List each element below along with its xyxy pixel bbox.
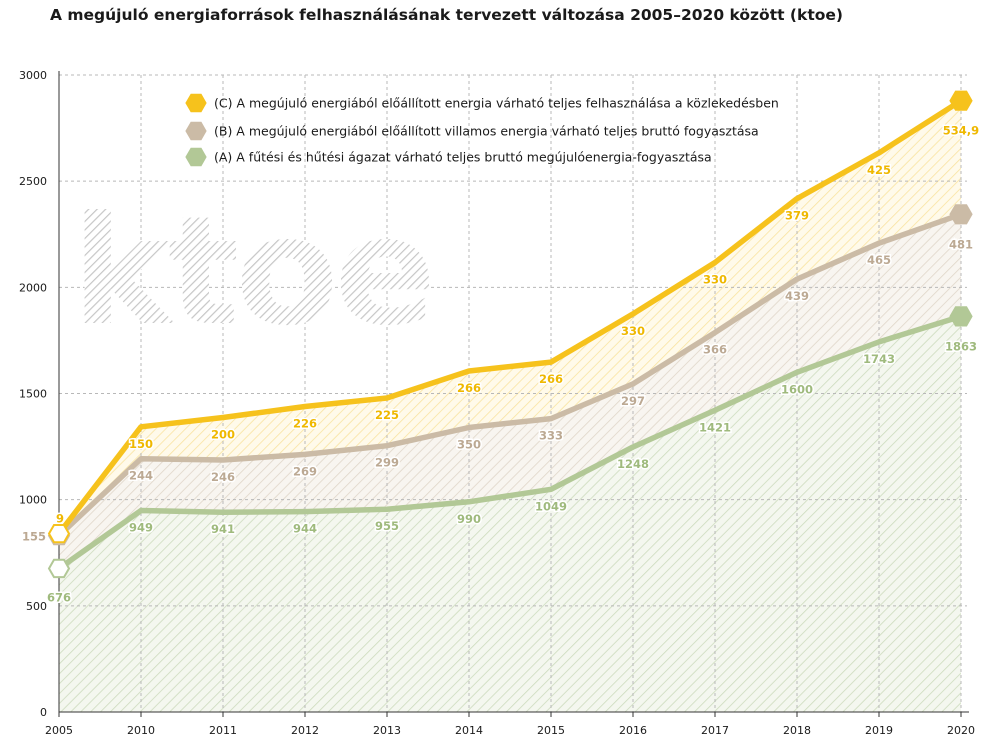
y-tick-label: 1000 (19, 494, 47, 507)
data-label-B: 350 (457, 437, 481, 451)
data-label-C: 266 (539, 372, 563, 386)
x-tick-label: 2019 (865, 724, 893, 737)
data-label-B: 366 (703, 343, 727, 357)
y-tick-label: 0 (40, 706, 47, 719)
x-tick-label: 2018 (783, 724, 811, 737)
line-B (56, 211, 964, 539)
y-tick-label: 500 (26, 600, 47, 613)
data-label-A: 1248 (617, 457, 649, 471)
data-label-A: 990 (457, 512, 481, 526)
data-label-C: 330 (621, 324, 645, 338)
data-label-C: 534,9 (943, 124, 979, 138)
legend-marker-B (185, 121, 207, 141)
legend-label-B: (B) A megújuló energiából előállított vi… (214, 124, 759, 139)
x-tick-label: 2011 (209, 724, 237, 737)
area-A (59, 316, 961, 712)
data-label-A: 955 (375, 519, 399, 533)
data-label-C: 225 (375, 408, 399, 422)
marker-end-A (949, 306, 973, 327)
legend-marker-A (185, 147, 207, 167)
data-label-B: 269 (293, 464, 317, 478)
data-label-A: 676 (47, 590, 71, 604)
line-C (56, 97, 964, 537)
y-tick-label: 3000 (19, 69, 47, 82)
legend-label-A: (A) A fűtési és hűtési ágazat várható te… (214, 150, 712, 165)
data-label-A: 949 (129, 520, 153, 534)
series-lines (56, 97, 964, 572)
data-label-B: 465 (867, 253, 891, 267)
grid-lines (59, 74, 967, 712)
data-label-A: 1421 (699, 420, 731, 434)
ktoe-watermark: ktoe (72, 185, 432, 359)
data-label-B: 297 (621, 394, 645, 408)
x-tick-label: 2016 (619, 724, 647, 737)
data-label-C: 425 (867, 163, 891, 177)
x-tick-label: 2013 (373, 724, 401, 737)
data-label-C: 150 (129, 437, 153, 451)
data-label-C: 9 (56, 512, 64, 526)
legend-label-C: (C) A megújuló energiából előállított en… (214, 96, 779, 111)
x-tick-label: 2014 (455, 724, 483, 737)
marker-start-C (47, 524, 71, 544)
data-label-A: 1743 (863, 352, 895, 366)
y-tick-label: 1500 (19, 388, 47, 401)
data-label-C: 226 (293, 416, 317, 430)
area-fills (59, 100, 961, 712)
data-label-B: 155 (22, 530, 46, 544)
area-B (59, 214, 961, 569)
x-tick-label: 2012 (291, 724, 319, 737)
marker-start-A (47, 558, 71, 579)
marker-end-B (949, 204, 973, 225)
x-tick-label: 2020 (947, 724, 975, 737)
data-label-B: 481 (949, 237, 973, 251)
area-C (59, 100, 961, 536)
axes: 0 500 1000 1500 2000 2500 3000 2005 2010 2011 2012… (19, 69, 975, 737)
data-label-A: 941 (211, 522, 235, 536)
data-label-A: 1049 (535, 499, 567, 513)
data-label-B: 246 (211, 470, 235, 484)
x-tick-label: 2017 (701, 724, 729, 737)
y-tick-label: 2000 (19, 281, 47, 294)
data-label-C: 200 (211, 427, 235, 441)
data-label-B: 244 (129, 469, 153, 483)
line-A (56, 313, 964, 572)
data-label-C: 330 (703, 272, 727, 286)
data-labels: 676 949 941 944 955 990 1049 1248 1421 1600 1743 18… (20, 122, 980, 606)
x-tick-label: 2010 (127, 724, 155, 737)
data-label-C: 379 (785, 209, 809, 223)
data-label-A: 1600 (781, 382, 813, 396)
data-label-C: 266 (457, 381, 481, 395)
data-label-A: 944 (293, 522, 317, 536)
chart-title: A megújuló energiaforrások felhasználásá… (50, 6, 843, 24)
marker-end-C (949, 90, 973, 111)
y-tick-label: 2500 (19, 175, 47, 188)
legend: (C) A megújuló energiából előállított en… (185, 93, 779, 167)
x-tick-label: 2015 (537, 724, 565, 737)
legend-marker-C (185, 93, 207, 113)
data-label-B: 333 (539, 429, 563, 443)
x-tick-label: 2005 (45, 724, 73, 737)
data-label-A: 1863 (945, 339, 977, 353)
data-label-B: 439 (785, 289, 809, 303)
series-markers (47, 90, 973, 579)
data-label-B: 299 (375, 456, 399, 470)
